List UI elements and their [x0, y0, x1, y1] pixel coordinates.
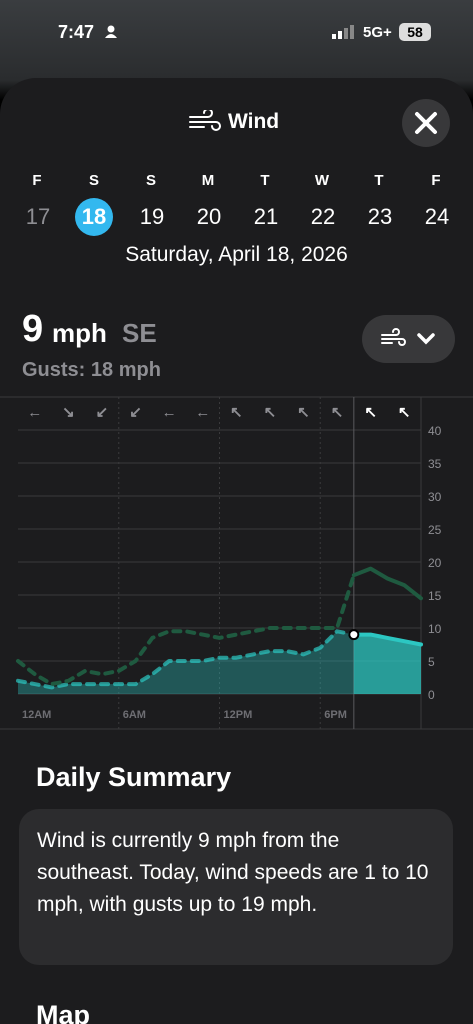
day-letter: W: [314, 172, 330, 189]
direction-arrow: ↖: [230, 404, 243, 421]
gust-line: [16, 573, 356, 687]
direction-arrow: ↖: [364, 404, 377, 421]
title: Wind: [228, 110, 280, 133]
x-tick-label: 6PM: [324, 709, 347, 721]
direction-arrow: ↖: [264, 404, 277, 421]
current-speed: 9: [22, 308, 44, 350]
map-title: Map: [36, 1000, 90, 1024]
y-tick-label: 15: [428, 589, 442, 603]
day-date[interactable]: 24: [424, 204, 450, 229]
y-tick-label: 10: [428, 622, 442, 636]
person-icon: [105, 25, 117, 38]
wind-icon: [189, 110, 221, 131]
direction-arrow: ↘: [62, 404, 75, 421]
direction-arrow: ↙: [129, 404, 142, 421]
day-date[interactable]: 21: [253, 204, 279, 229]
network: 5G+: [363, 24, 392, 41]
summary-text: Wind is currently 9 mph from the southea…: [19, 809, 453, 965]
day-letter: F: [32, 172, 42, 189]
direction-arrow: ↖: [297, 404, 310, 421]
day-letter: S: [145, 172, 156, 189]
day-date[interactable]: 22: [310, 204, 336, 229]
day-date[interactable]: 17: [25, 204, 51, 229]
x-tick-label: 12PM: [224, 709, 253, 721]
direction-arrow: ↖: [398, 404, 411, 421]
gust-line: [351, 566, 423, 601]
direction-arrow: ←: [27, 404, 42, 421]
current-point: [348, 629, 360, 641]
wind-line: [16, 629, 356, 690]
battery: 58: [399, 23, 431, 41]
signal-icon: [332, 25, 354, 39]
wind-chart: 0 5 10 15 20 25 30 35 40 12AM 6AM 12PM 6PM ← ↘ ↙ ↙ ← ← ↖ ↖ ↖ ↖…: [0, 396, 473, 730]
day-letter: F: [431, 172, 441, 189]
day-letter: S: [88, 172, 99, 189]
direction: SE: [122, 318, 157, 348]
y-tick-label: 25: [428, 523, 442, 537]
summary-title: Daily Summary: [36, 762, 232, 792]
full-date: Saturday, April 18, 2026: [125, 243, 348, 266]
direction-arrow: ↙: [96, 404, 109, 421]
day-letter: T: [260, 172, 270, 189]
wind-line: [351, 632, 423, 647]
direction-arrow: ↖: [331, 404, 344, 421]
wind-area: [353, 634, 421, 694]
day-date[interactable]: 23: [367, 204, 393, 229]
y-tick-label: 20: [428, 556, 442, 570]
direction-arrow: ←: [195, 404, 210, 421]
y-tick-label: 30: [428, 490, 442, 504]
day-date[interactable]: 18: [75, 198, 113, 236]
x-tick-label: 12AM: [22, 709, 51, 721]
close-button[interactable]: [402, 99, 450, 147]
x-tick-label: 6AM: [123, 709, 146, 721]
y-tick-label: 5: [428, 655, 435, 669]
direction-arrow: ←: [162, 404, 177, 421]
day-date[interactable]: 20: [196, 204, 222, 229]
status-time: 7:47: [58, 22, 95, 42]
wind-area: [18, 631, 354, 694]
day-letter: M: [201, 172, 215, 189]
speed-unit: mph: [52, 318, 107, 348]
y-tick-label: 40: [428, 424, 442, 438]
day-date[interactable]: 19: [139, 204, 165, 229]
gusts: Gusts: 18 mph: [22, 359, 161, 381]
y-tick-label: 0: [428, 688, 435, 702]
day-letter: T: [374, 172, 384, 189]
chart-menu-button[interactable]: [362, 315, 455, 363]
y-tick-label: 35: [428, 457, 442, 471]
